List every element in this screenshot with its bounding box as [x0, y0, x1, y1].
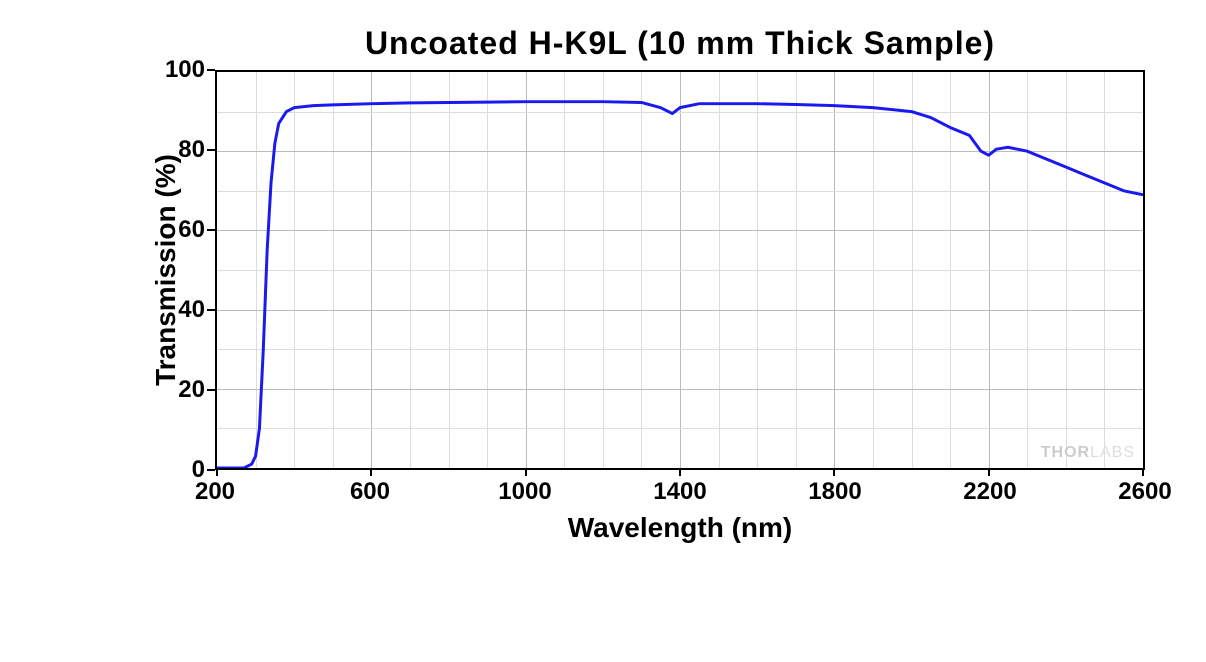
x-tick-label: 1000 [498, 478, 551, 506]
y-tick-mark [207, 309, 215, 311]
watermark-brand-1: THOR [1041, 444, 1090, 461]
grid-line-horizontal [217, 349, 1143, 350]
grid-line-horizontal [217, 230, 1143, 231]
x-tick-label: 2600 [1118, 478, 1171, 506]
grid-line-horizontal [217, 310, 1143, 311]
plot-wrapper: Transmission (%) 020406080100 THORLABS [65, 70, 1175, 470]
x-axis-ticks: 20060010001400180022002600 [215, 470, 1145, 510]
y-tick-mark [207, 69, 215, 71]
watermark-brand-2: LABS [1090, 444, 1135, 461]
grid-line-horizontal [217, 270, 1143, 271]
grid-line-horizontal [217, 112, 1143, 113]
x-tick-label: 600 [350, 478, 390, 506]
y-tick-label: 40 [178, 296, 205, 324]
grid-line-horizontal [217, 151, 1143, 152]
chart-container: Uncoated H-K9L (10 mm Thick Sample) Tran… [65, 25, 1175, 565]
y-tick-mark [207, 149, 215, 151]
x-tick-label: 2200 [963, 478, 1016, 506]
y-axis-ticks: 020406080100 [155, 70, 215, 470]
y-tick-mark [207, 229, 215, 231]
y-tick-label: 20 [178, 376, 205, 404]
watermark: THORLABS [1041, 444, 1135, 462]
plot-area: THORLABS [215, 70, 1145, 470]
y-tick-label: 100 [165, 56, 205, 84]
grid-line-horizontal [217, 428, 1143, 429]
grid-line-horizontal [217, 389, 1143, 390]
x-axis-label: Wavelength (nm) [215, 512, 1145, 544]
chart-title: Uncoated H-K9L (10 mm Thick Sample) [65, 25, 1175, 62]
y-tick-mark [207, 469, 215, 471]
y-tick-mark [207, 389, 215, 391]
grid-line-horizontal [217, 191, 1143, 192]
x-tick-label: 1400 [653, 478, 706, 506]
y-tick-label: 60 [178, 216, 205, 244]
x-tick-label: 1800 [808, 478, 861, 506]
y-tick-label: 80 [178, 136, 205, 164]
x-tick-label: 200 [195, 478, 235, 506]
